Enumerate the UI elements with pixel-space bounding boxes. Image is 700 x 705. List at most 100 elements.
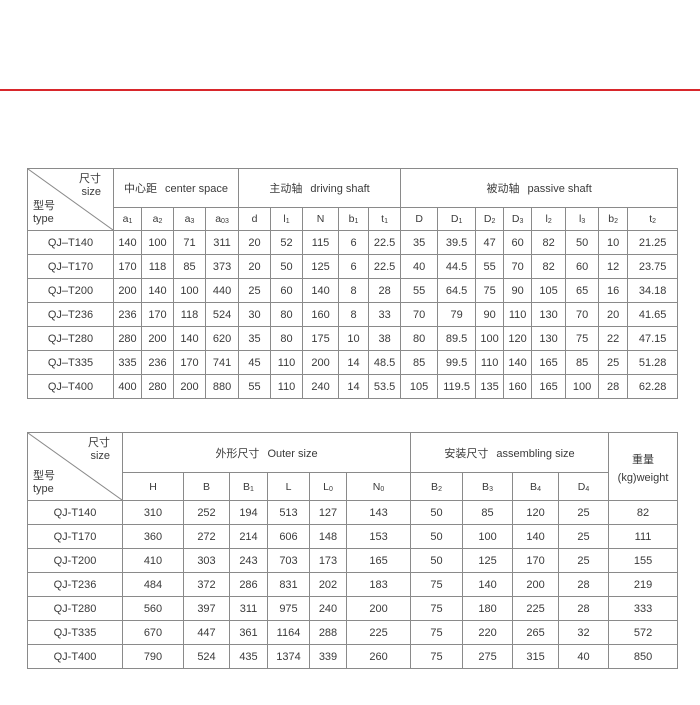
value-cell: 48.5 bbox=[368, 350, 402, 375]
table-row: QJ–T140 140 100 71 311 20 52 115 6 22.5 35 39.5 47 60… bbox=[27, 230, 679, 255]
value-cell: 25 bbox=[558, 548, 610, 573]
value-cell: 10 bbox=[338, 326, 370, 351]
dimension-table-outer-size: 尺寸 size 型号 type 外形尺寸 Outer size 安装尺寸 assembling… bbox=[27, 432, 679, 669]
value-cell: 140 bbox=[113, 230, 142, 255]
column-header: B2 bbox=[410, 472, 464, 501]
column-header: l3 bbox=[565, 207, 600, 231]
value-cell: 333 bbox=[608, 596, 679, 621]
column-subscript: 2 bbox=[158, 218, 163, 225]
diagonal-divider bbox=[28, 169, 113, 230]
value-cell: 100 bbox=[173, 278, 206, 303]
column-header: H bbox=[122, 472, 184, 501]
value-cell: 80 bbox=[270, 302, 304, 327]
column-symbol: B bbox=[243, 480, 251, 493]
column-symbol: D bbox=[511, 213, 520, 225]
column-header: a3 bbox=[173, 207, 206, 231]
value-cell: 275 bbox=[462, 644, 514, 669]
table-row: QJ-T280 560 397 311 975 240 200 75 180 225 28 333 bbox=[27, 596, 679, 621]
value-cell: 165 bbox=[531, 374, 567, 399]
value-cell: 100 bbox=[462, 524, 514, 549]
value-cell: 524 bbox=[204, 302, 240, 327]
value-cell: 28 bbox=[598, 374, 629, 399]
value-cell: 60 bbox=[270, 278, 304, 303]
value-cell: 64.5 bbox=[437, 278, 477, 303]
red-rule-line bbox=[0, 89, 700, 91]
value-cell: 28 bbox=[558, 572, 610, 597]
weight-header-en: (kg)weight bbox=[617, 472, 669, 484]
group-header: 安装尺寸 assembling size bbox=[410, 432, 610, 473]
column-subscript: 03 bbox=[221, 218, 229, 225]
column-symbol: d bbox=[251, 213, 258, 225]
value-cell: 243 bbox=[229, 548, 268, 573]
value-cell: 220 bbox=[462, 620, 514, 645]
value-cell: 90 bbox=[503, 278, 533, 303]
value-cell: 127 bbox=[309, 500, 347, 525]
column-subscript: 1 bbox=[384, 218, 388, 225]
value-cell: 153 bbox=[345, 524, 412, 549]
column-symbol: L bbox=[323, 480, 329, 493]
value-cell: 20 bbox=[238, 254, 272, 279]
value-cell: 118 bbox=[141, 254, 174, 279]
value-cell: 110 bbox=[503, 302, 533, 327]
value-cell: 75 bbox=[565, 326, 600, 351]
model-cell: QJ-T170 bbox=[27, 524, 123, 549]
column-header: l1 bbox=[270, 207, 304, 231]
table-row: QJ–T200 200 140 100 440 25 60 140 8 28 55 64.5 75 90 1… bbox=[27, 278, 679, 303]
value-cell: 85 bbox=[173, 254, 206, 279]
value-cell: 831 bbox=[267, 572, 310, 597]
table-row: QJ–T400 400 280 200 880 55 110 240 14 53.5 105 119.… bbox=[27, 374, 679, 399]
column-header-row: H B B1 L L0 N0 B2 B3 B4 D4 bbox=[28, 472, 678, 501]
column-subscript: 2 bbox=[547, 218, 552, 225]
value-cell: 303 bbox=[183, 548, 230, 573]
value-cell: 200 bbox=[113, 278, 142, 303]
value-cell: 180 bbox=[462, 596, 514, 621]
value-cell: 160 bbox=[503, 374, 533, 399]
value-cell: 22 bbox=[598, 326, 629, 351]
column-subscript: 1 bbox=[354, 218, 359, 225]
value-cell: 79 bbox=[437, 302, 477, 327]
group-header: 被动轴 passive shaft bbox=[400, 168, 679, 208]
column-subscript: 4 bbox=[585, 485, 590, 493]
value-cell: 110 bbox=[475, 350, 505, 375]
value-cell: 484 bbox=[122, 572, 184, 597]
value-cell: 165 bbox=[531, 350, 567, 375]
value-cell: 25 bbox=[598, 350, 629, 375]
value-cell: 55 bbox=[475, 254, 505, 279]
value-cell: 236 bbox=[141, 350, 174, 375]
value-cell: 39.5 bbox=[437, 230, 477, 255]
model-cell: QJ-T236 bbox=[27, 572, 123, 597]
value-cell: 125 bbox=[302, 254, 340, 279]
value-cell: 80 bbox=[400, 326, 439, 351]
column-subscript: 2 bbox=[438, 485, 442, 493]
value-cell: 560 bbox=[122, 596, 184, 621]
column-header: t1 bbox=[368, 207, 402, 231]
value-cell: 140 bbox=[503, 350, 533, 375]
value-cell: 80 bbox=[270, 326, 304, 351]
value-cell: 85 bbox=[400, 350, 439, 375]
value-cell: 50 bbox=[410, 524, 464, 549]
column-symbol: D bbox=[577, 480, 586, 493]
column-symbol: t bbox=[649, 213, 653, 225]
dimension-table-shafts: 尺寸 size 型号 type 中心距 center space 主动轴 driving sh… bbox=[27, 168, 679, 399]
model-cell: QJ-T400 bbox=[27, 644, 123, 669]
value-cell: 280 bbox=[113, 326, 142, 351]
value-cell: 236 bbox=[113, 302, 142, 327]
value-cell: 44.5 bbox=[437, 254, 477, 279]
value-cell: 850 bbox=[608, 644, 679, 669]
model-cell: QJ–T400 bbox=[27, 374, 114, 399]
value-cell: 200 bbox=[512, 572, 560, 597]
column-header: t2 bbox=[627, 207, 679, 231]
value-cell: 286 bbox=[229, 572, 268, 597]
value-cell: 148 bbox=[309, 524, 347, 549]
value-cell: 60 bbox=[503, 230, 533, 255]
group-header-zh: 主动轴 bbox=[269, 183, 303, 195]
value-cell: 28 bbox=[368, 278, 402, 303]
model-cell: QJ–T200 bbox=[27, 278, 114, 303]
value-cell: 741 bbox=[204, 350, 240, 375]
table-row: QJ-T335 670 447 361 1164 288 225 75 220 265 32 572 bbox=[27, 620, 679, 645]
value-cell: 40 bbox=[558, 644, 610, 669]
column-header: D2 bbox=[475, 207, 505, 231]
value-cell: 260 bbox=[345, 644, 412, 669]
value-cell: 35 bbox=[400, 230, 439, 255]
column-subscript: 2 bbox=[614, 218, 618, 225]
